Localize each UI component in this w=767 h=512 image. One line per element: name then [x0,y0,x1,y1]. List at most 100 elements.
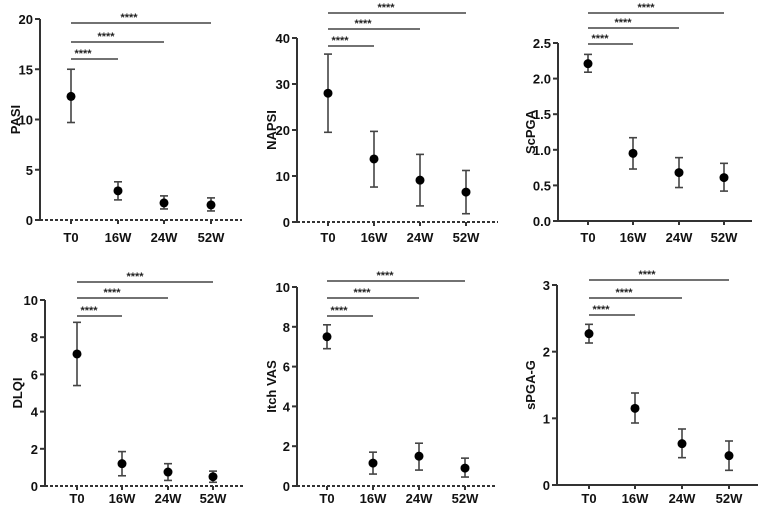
significance-bracket: **** [77,305,122,317]
panel-itch-vas: 0 2 4 6 8 10 Itch VAS T0 16W 24W 52W **** **** **** [264,270,496,506]
significance-bracket: **** [589,269,729,281]
y-axis-title: PASI [8,105,23,134]
significance-stars: **** [614,17,632,29]
significance-stars: **** [126,271,144,283]
significance-bracket: **** [71,31,164,43]
data-point-52W [208,470,218,484]
x-tick-label: 16W [105,230,132,245]
y-tick-label: 4 [283,399,291,414]
x-tick-label: 24W [666,230,693,245]
data-point-16W [628,136,638,170]
data-point-16W [113,181,123,201]
panel-dlqi: 0 2 4 6 8 10 DLQI T0 16W 24W 52W **** **** **** [10,271,244,506]
y-tick-label: 0 [31,479,38,494]
data-point-16W [368,451,378,475]
y-tick-label: 15 [19,62,33,77]
significance-stars: **** [97,31,115,43]
x-tick-label: 16W [622,491,649,506]
x-tick-label: 24W [151,230,178,245]
panel-pasi: 0 5 10 15 20 PASI T0 16W 24W 52W **** **** **** [8,12,242,245]
significance-bracket: **** [589,287,682,299]
significance-bracket: **** [327,305,373,317]
significance-stars: **** [638,269,656,281]
data-point-T0 [584,323,594,344]
significance-stars: **** [591,33,609,45]
x-tick-label: 52W [711,230,738,245]
y-axis-title: NAPSI [264,110,279,150]
x-tick-label: 52W [198,230,225,245]
significance-stars: **** [353,287,371,299]
x-tick-label: 52W [453,230,480,245]
significance-bracket: **** [71,12,211,24]
y-tick-label: 8 [283,320,290,335]
y-tick-label: 4 [31,405,39,420]
y-tick-label: 1.5 [533,107,551,122]
significance-bracket: **** [588,17,679,29]
data-point-52W [460,457,470,478]
significance-stars: **** [637,2,655,14]
panel-scpga: 0.0 0.5 1.0 1.5 2.0 2.5 ScPGA T0 16W 24W 52W **** **… [523,2,752,245]
significance-stars: **** [103,287,121,299]
significance-bracket: **** [71,48,118,60]
y-tick-label: 2 [31,442,38,457]
x-tick-label: T0 [581,491,596,506]
data-point-24W [159,195,169,210]
significance-bracket: **** [77,287,168,299]
x-tick-label: 16W [360,491,387,506]
x-tick-label: T0 [63,230,78,245]
y-tick-label: 5 [26,163,33,178]
y-tick-label: 0 [283,479,290,494]
significance-bracket: **** [77,271,213,283]
data-point-16W [117,450,127,477]
y-tick-label: 10 [276,169,290,184]
x-tick-label: 16W [109,491,136,506]
y-tick-label: 3 [543,278,550,293]
data-point-52W [719,162,729,192]
y-tick-label: 2.0 [533,72,551,87]
data-point-T0 [322,324,332,350]
data-point-52W [724,440,734,472]
x-tick-label: T0 [319,491,334,506]
significance-bracket: **** [327,287,419,299]
significance-stars: **** [376,270,394,282]
significance-bracket: **** [588,2,724,14]
panel-napsi: 0 10 20 30 40 NAPSI T0 16W 24W 52W **** **** **** [264,2,498,245]
data-point-16W [630,392,640,424]
data-point-52W [206,197,216,212]
x-tick-label: 24W [669,491,696,506]
significance-stars: **** [74,48,92,60]
significance-stars: **** [377,2,395,14]
x-tick-label: T0 [580,230,595,245]
y-axis-title: Itch VAS [264,360,279,413]
x-tick-label: 24W [406,491,433,506]
y-tick-label: 1 [543,411,550,426]
data-point-T0 [66,68,76,124]
x-tick-label: T0 [69,491,84,506]
y-tick-label: 6 [283,360,290,375]
y-tick-label: 0 [283,215,290,230]
significance-stars: **** [615,287,633,299]
x-tick-label: 52W [716,491,743,506]
significance-bracket: **** [328,2,466,14]
y-tick-label: 0 [26,213,33,228]
data-point-24W [415,153,425,207]
significance-bracket: **** [328,35,374,47]
x-tick-label: 52W [452,491,479,506]
y-tick-label: 10 [24,293,38,308]
panel-spga-g: 0 1 2 3 sPGA-G T0 16W 24W 52W **** **** **** [523,269,758,506]
y-tick-label: 30 [276,77,290,92]
significance-stars: **** [354,18,372,30]
significance-bracket: **** [589,304,635,316]
significance-stars: **** [120,12,138,24]
y-tick-label: 0 [543,478,550,493]
y-tick-label: 1.0 [533,143,551,158]
significance-bracket: **** [328,18,420,30]
significance-bracket: **** [327,270,465,282]
x-tick-label: T0 [320,230,335,245]
significance-bracket: **** [588,33,633,45]
y-tick-label: 2 [283,439,290,454]
data-point-24W [674,156,684,189]
y-tick-label: 8 [31,330,38,345]
x-tick-label: 24W [407,230,434,245]
